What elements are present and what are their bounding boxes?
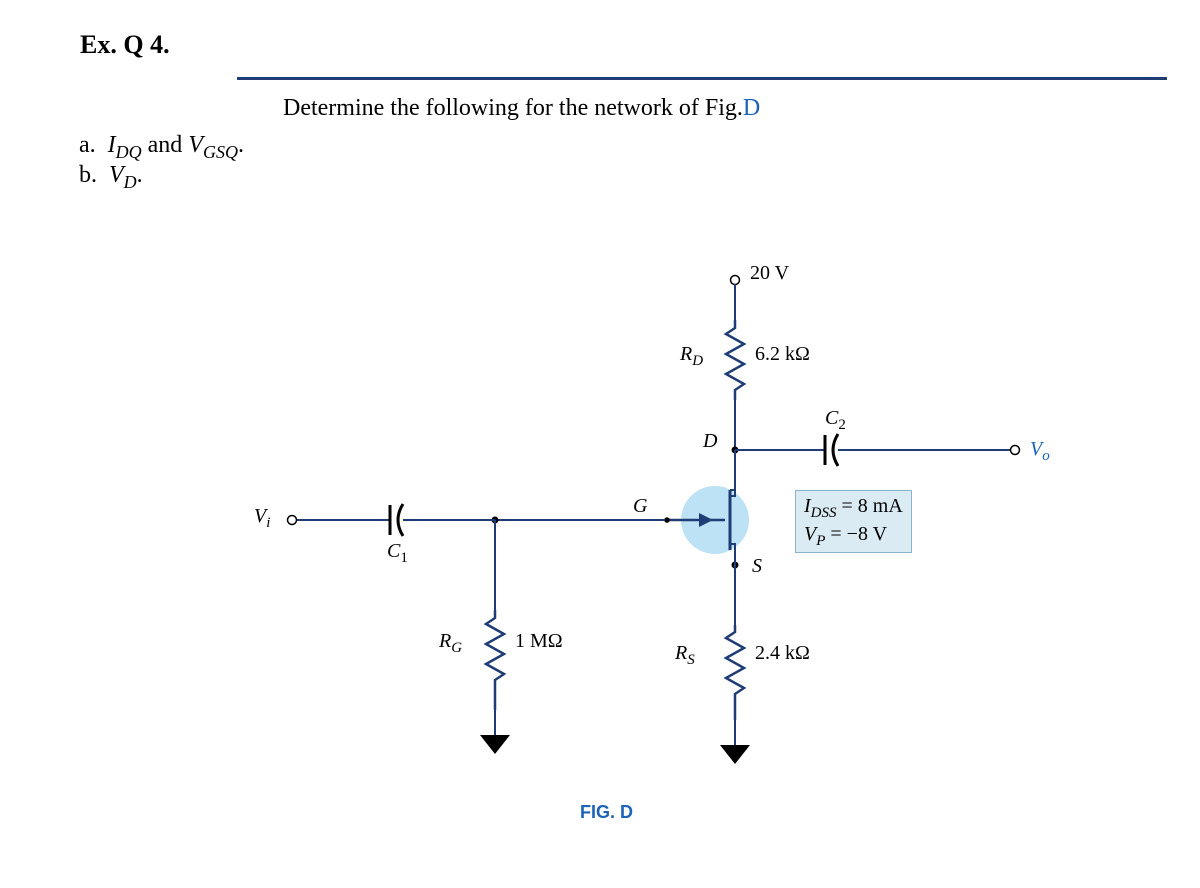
c1-letter: C [387,540,400,562]
vp-sub: P [816,533,825,549]
rg-value: 1 MΩ [515,630,563,653]
part-a-label: a. [79,132,96,158]
rg-letter: R [439,630,451,652]
c1-sub: 1 [400,550,408,566]
rd-symbol: RD [680,343,703,370]
vi-letter: V [254,505,266,527]
part-a-vgsq-sym: V [188,132,203,158]
fig-reference: D [743,95,760,121]
rd-letter: R [680,343,692,365]
part-a-idq-sub: DQ [116,142,142,162]
rd-value: 6.2 kΩ [755,343,810,366]
c1-label: C1 [387,540,408,567]
problem-lead-text: Determine the following for the network … [283,95,743,121]
part-a-and: and [142,132,189,158]
c2-sub: 2 [838,417,846,433]
rs-symbol: RS [675,642,695,669]
vi-sub: i [266,515,270,531]
c2-label: C2 [825,407,846,434]
part-b-vd-sub: D [124,172,137,192]
rs-letter: R [675,642,687,664]
part-a-idq-sym: I [108,132,116,158]
idss-sym: I [804,495,811,517]
part-b-vd-sym: V [109,162,124,188]
exercise-title: Ex. Q 4. [80,30,170,60]
rs-value: 2.4 kΩ [755,642,810,665]
node-s-label: S [752,555,762,578]
horizontal-rule [237,77,1167,80]
idss-sub: DSS [811,505,837,521]
rg-symbol: RG [439,630,462,657]
vi-label: Vi [254,505,270,532]
vp-sym: V [804,523,816,545]
problem-statement: Determine the following for the network … [283,95,760,122]
vp-val: = −8 V [825,523,887,545]
part-b-period: . [137,162,143,188]
figure-caption: FIG. D [580,802,633,823]
part-a-period: . [238,132,244,158]
vo-sub: o [1042,448,1050,464]
part-b-label: b. [79,162,97,188]
jfet-parameters: IDSS = 8 mA VP = −8 V [795,490,912,553]
rs-sub: S [687,652,695,668]
rg-sub: G [451,640,462,656]
rd-sub: D [692,353,703,369]
part-a: a. IDQ and VGSQ. [79,132,244,163]
part-a-vgsq-sub: GSQ [203,142,238,162]
node-g-label: G [633,495,647,518]
idss-val: = 8 mA [837,495,903,517]
part-b: b. VD. [79,162,143,193]
vo-letter: V [1030,438,1042,460]
supply-label: 20 V [750,262,789,285]
node-d-label: D [703,430,717,453]
vo-label: Vo [1030,438,1050,465]
c2-letter: C [825,407,838,429]
page-root: Ex. Q 4. Determine the following for the… [0,0,1200,888]
